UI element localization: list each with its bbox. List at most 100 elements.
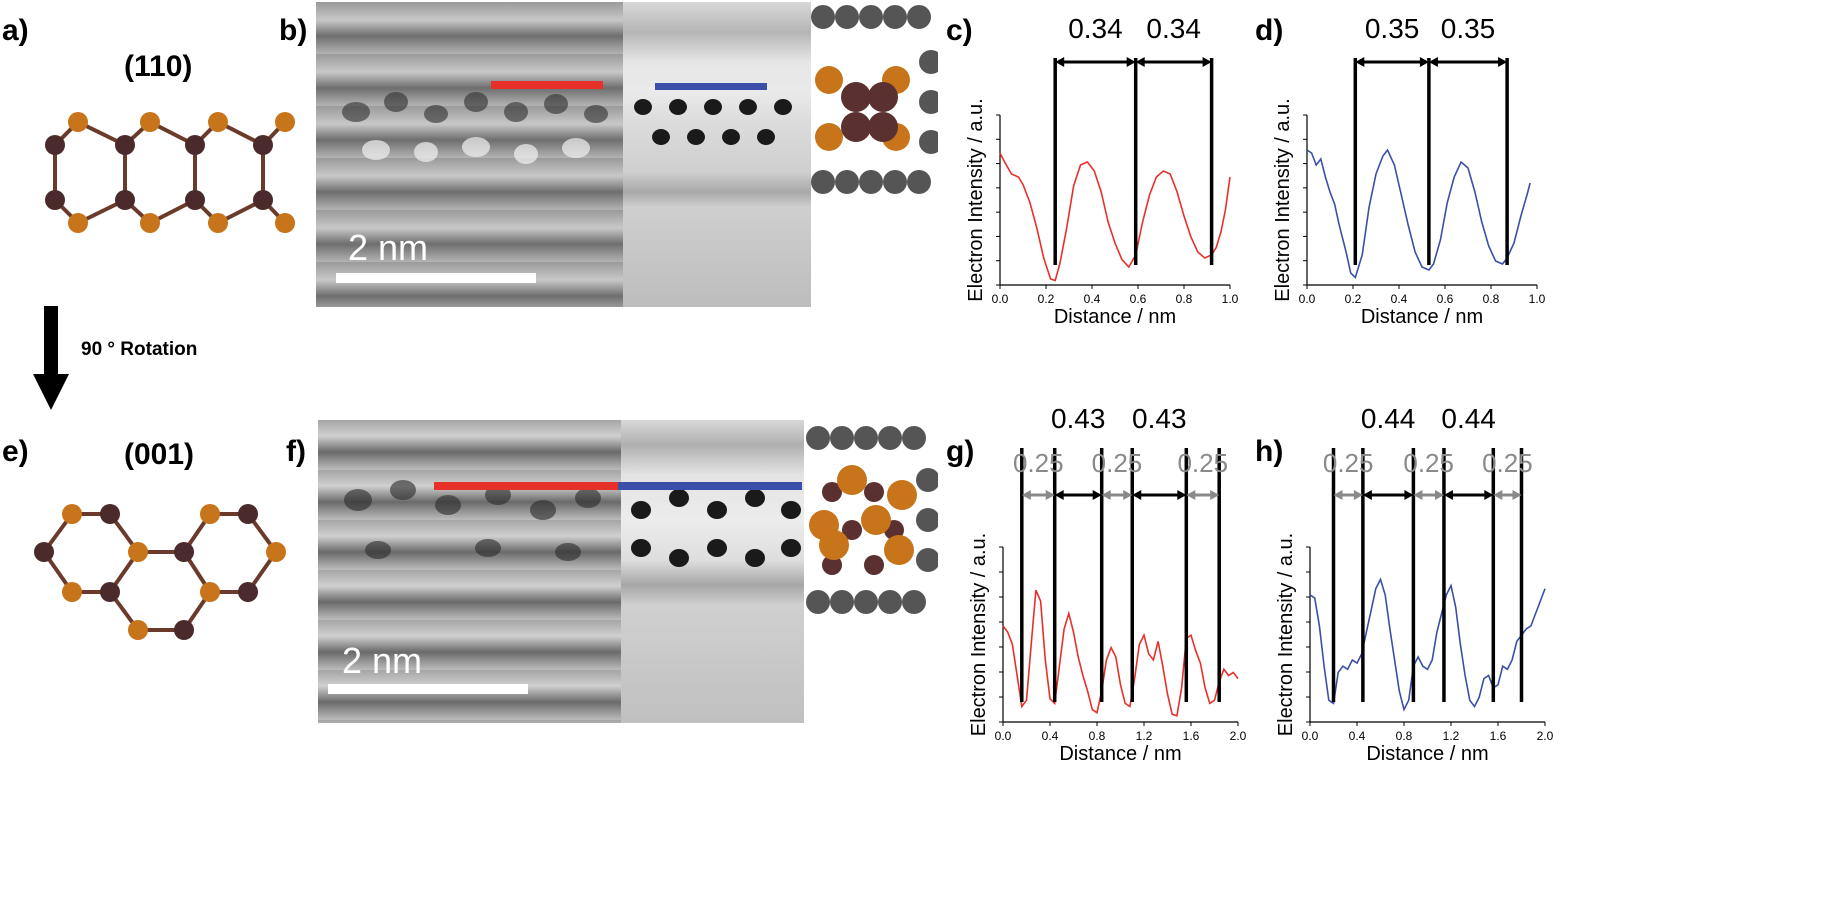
y-axis-label: Electron Intensity / a.u. bbox=[1272, 98, 1294, 301]
blue-profile-line-bottom bbox=[618, 482, 802, 490]
spacing-arrow-head-right bbox=[1498, 57, 1508, 67]
y-axis-label: Electron Intensity / a.u. bbox=[965, 98, 987, 301]
x-tick-label: 0.8 bbox=[1483, 292, 1500, 306]
panel-label-d: d) bbox=[1255, 14, 1284, 47]
x-tick-label: 0.0 bbox=[992, 292, 1009, 306]
tem-experimental-bottom bbox=[318, 420, 621, 723]
grey-spacing-arrow-head-left bbox=[1101, 490, 1111, 500]
spacing-arrow-head-right bbox=[1202, 57, 1212, 67]
grey-spacing-label: 0.25 bbox=[1013, 448, 1064, 478]
grey-spacing-label: 0.25 bbox=[1323, 448, 1374, 478]
tem-simulated-dots-bottom bbox=[631, 489, 801, 567]
grey-spacing-label: 0.25 bbox=[1482, 448, 1533, 478]
tem-simulated-dots-top bbox=[634, 99, 792, 145]
spacing-arrow-head-left bbox=[1135, 57, 1145, 67]
spacing-label: 0.34 bbox=[1146, 13, 1201, 44]
profile-series-line bbox=[1309, 577, 1546, 712]
profile-series-line bbox=[1306, 148, 1531, 279]
grey-spacing-arrow-head-right bbox=[1123, 490, 1133, 500]
x-tick-label: 1.0 bbox=[1529, 292, 1546, 306]
panel-label-a: a) bbox=[2, 14, 29, 47]
y-axis-label: Electron Intensity / a.u. bbox=[1275, 533, 1297, 736]
x-tick-label: 0.4 bbox=[1349, 729, 1366, 743]
spacing-arrow-head-left bbox=[1362, 490, 1372, 500]
panel-label-f: f) bbox=[286, 435, 306, 468]
spacing-arrow-head-left bbox=[1428, 57, 1438, 67]
grey-spacing-label: 0.25 bbox=[1177, 448, 1228, 478]
spacing-label: 0.43 bbox=[1132, 403, 1187, 434]
spacing-arrow-head-right bbox=[1419, 57, 1429, 67]
x-axis-label: Distance / nm bbox=[1366, 743, 1488, 765]
scale-bar-top bbox=[336, 273, 536, 283]
grey-spacing-arrow-head-left bbox=[1493, 490, 1503, 500]
grey-spacing-arrow-head-right bbox=[1512, 490, 1522, 500]
spacing-label: 0.44 bbox=[1441, 403, 1496, 434]
x-tick-label: 1.2 bbox=[1136, 729, 1153, 743]
x-tick-label: 0.2 bbox=[1345, 292, 1362, 306]
spacing-arrow-head-right bbox=[1484, 490, 1494, 500]
red-profile-line-bottom bbox=[434, 482, 618, 490]
grey-spacing-arrow-head-right bbox=[1045, 490, 1055, 500]
spacing-arrow-head-right bbox=[1177, 490, 1187, 500]
x-tick-label: 0.2 bbox=[1038, 292, 1055, 306]
nanotube-model-bottom bbox=[804, 420, 938, 620]
structure-001-model bbox=[34, 504, 286, 640]
x-tick-label: 0.0 bbox=[995, 729, 1012, 743]
blue-profile-line-top bbox=[655, 83, 767, 90]
x-tick-label: 2.0 bbox=[1537, 729, 1554, 743]
structure-title-110: (110) bbox=[124, 50, 193, 83]
x-axis-label: Distance / nm bbox=[1059, 743, 1181, 765]
rotation-label: 90 ° Rotation bbox=[81, 339, 198, 360]
spacing-arrow-head-left bbox=[1355, 57, 1365, 67]
red-profile-line-top bbox=[491, 81, 603, 89]
profile-chart-h: 0.0 0.4 0.8 1.2 1.6 2.0 Distance / nm Electron … bbox=[1275, 403, 1554, 765]
nanotube-model-top bbox=[811, 2, 938, 202]
x-tick-label: 0.4 bbox=[1042, 729, 1059, 743]
structure-title-001: (001) bbox=[124, 438, 195, 471]
spacing-arrow-head-left bbox=[1132, 490, 1142, 500]
spacing-label: 0.35 bbox=[1441, 13, 1496, 44]
profile-series-line bbox=[999, 152, 1231, 282]
tem-texture-bottom bbox=[344, 480, 601, 561]
grey-spacing-arrow-head-right bbox=[1210, 490, 1220, 500]
grey-spacing-arrow-head-right bbox=[1353, 490, 1363, 500]
x-tick-label: 1.2 bbox=[1443, 729, 1460, 743]
scale-label-top: 2 nm bbox=[348, 227, 429, 268]
profile-chart-g: 0.0 0.4 0.8 1.2 1.6 2.0 Distance / nm Electron … bbox=[968, 403, 1247, 765]
spacing-arrow-head-left bbox=[1055, 57, 1065, 67]
spacing-label: 0.43 bbox=[1051, 403, 1106, 434]
panel-label-e: e) bbox=[2, 435, 29, 468]
x-tick-label: 1.0 bbox=[1222, 292, 1239, 306]
tem-simulated-bottom bbox=[621, 420, 804, 723]
x-tick-label: 0.6 bbox=[1130, 292, 1147, 306]
grey-spacing-arrow-head-right bbox=[1434, 490, 1444, 500]
grey-spacing-arrow-head-left bbox=[1186, 490, 1196, 500]
panel-label-h: h) bbox=[1255, 435, 1284, 468]
tem-image-top: 2 nm bbox=[316, 2, 938, 307]
profile-chart-c: 0.0 0.2 0.4 0.6 0.8 1.0 Distance / nm Electron … bbox=[965, 13, 1239, 328]
grey-spacing-arrow-head-left bbox=[1021, 490, 1031, 500]
structure-110-model bbox=[45, 112, 295, 233]
x-tick-label: 1.6 bbox=[1183, 729, 1200, 743]
rotation-arrow-icon bbox=[33, 306, 69, 410]
profile-series-line bbox=[1002, 589, 1239, 717]
tem-texture-top bbox=[342, 92, 608, 164]
profile-chart-d: 0.0 0.2 0.4 0.6 0.8 1.0 Distance / nm Electron … bbox=[1272, 13, 1546, 328]
tem-image-bottom: 2 nm bbox=[318, 420, 938, 723]
spacing-label: 0.44 bbox=[1361, 403, 1416, 434]
spacing-arrow-head-right bbox=[1092, 490, 1102, 500]
x-tick-label: 1.6 bbox=[1490, 729, 1507, 743]
tem-simulated-top bbox=[623, 2, 811, 307]
panel-label-b: b) bbox=[279, 14, 308, 47]
x-tick-label: 0.4 bbox=[1084, 292, 1101, 306]
x-tick-label: 0.0 bbox=[1299, 292, 1316, 306]
grey-spacing-arrow-head-left bbox=[1413, 490, 1423, 500]
x-tick-label: 0.8 bbox=[1396, 729, 1413, 743]
x-tick-label: 0.8 bbox=[1089, 729, 1106, 743]
spacing-arrow-head-left bbox=[1443, 490, 1453, 500]
scale-bar-bottom bbox=[328, 684, 528, 694]
panel-label-g: g) bbox=[946, 435, 975, 468]
x-tick-label: 2.0 bbox=[1230, 729, 1247, 743]
x-tick-label: 0.6 bbox=[1437, 292, 1454, 306]
x-tick-label: 0.4 bbox=[1391, 292, 1408, 306]
